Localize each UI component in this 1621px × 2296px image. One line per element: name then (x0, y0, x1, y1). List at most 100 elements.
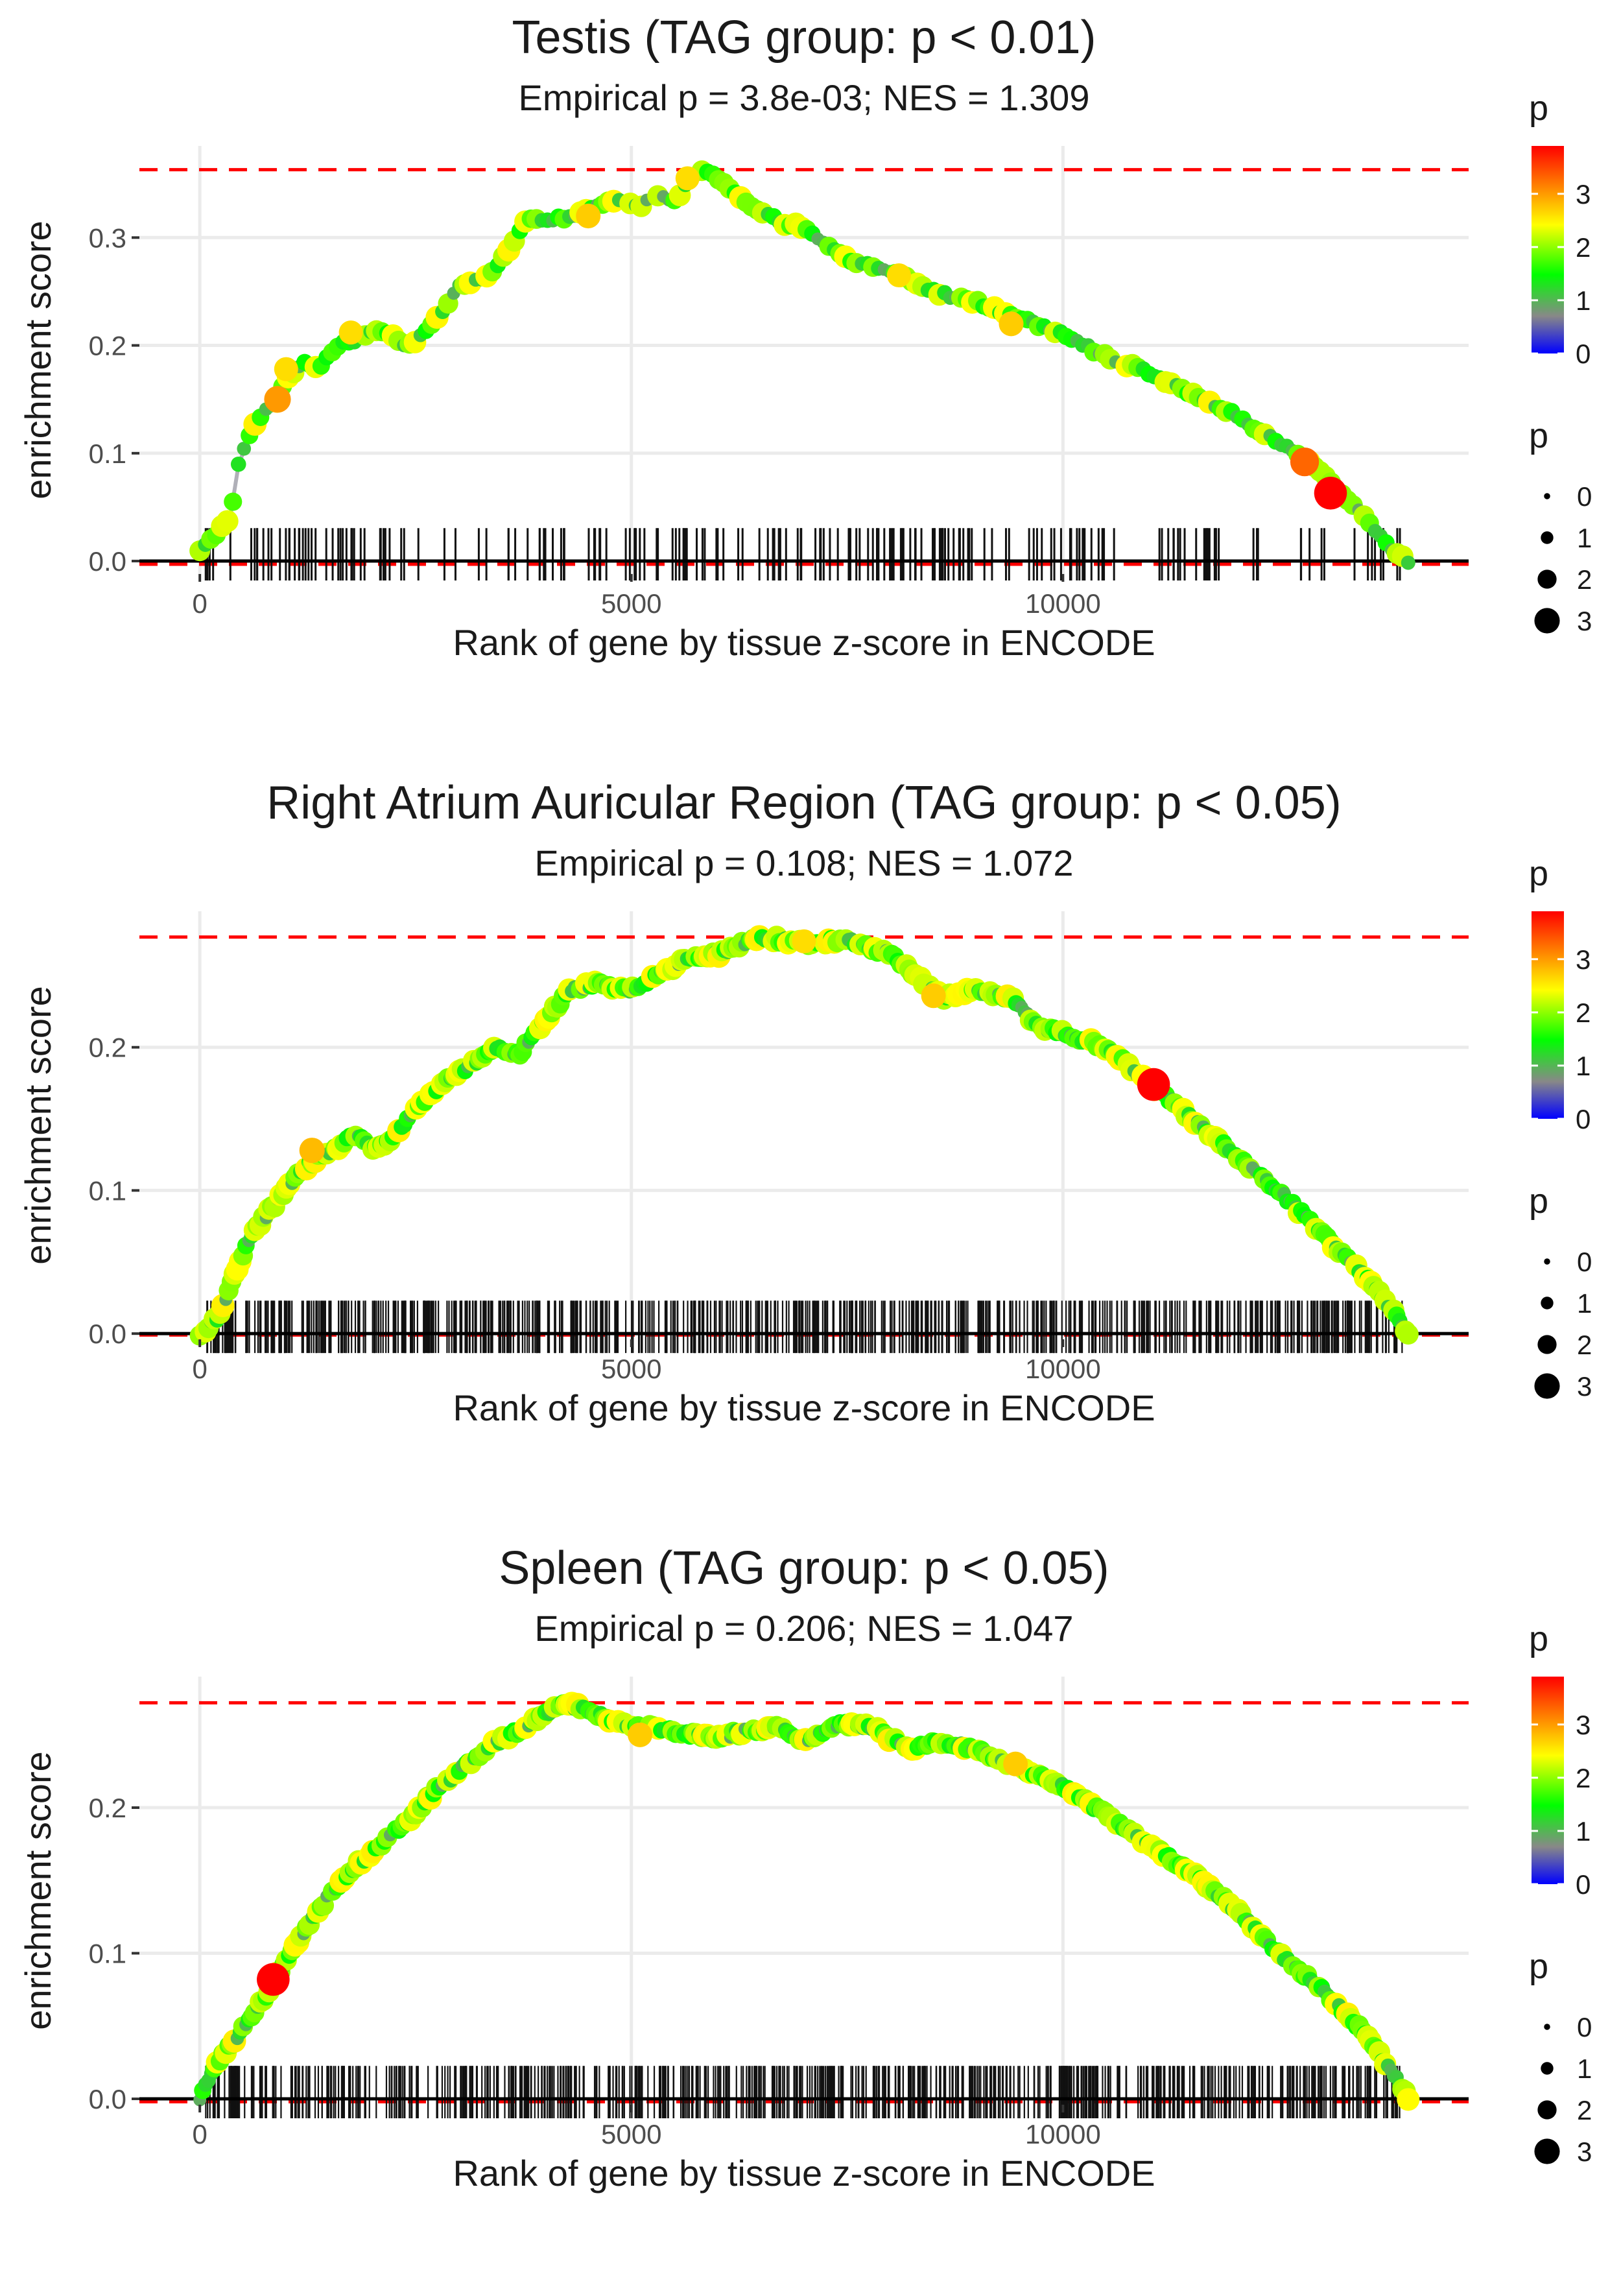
size-legend-dot (1541, 1297, 1554, 1309)
size-legend-dot (1544, 2024, 1550, 2030)
es-point-highlight (675, 166, 700, 191)
chart-subtitle: Empirical p = 0.206; NES = 1.047 (534, 1608, 1073, 1649)
es-points (193, 1692, 1420, 2111)
size-legend-dot (1537, 569, 1557, 589)
chart-title: Right Atrium Auricular Region (TAG group… (266, 777, 1341, 829)
es-points (189, 160, 1415, 570)
x-tick-label: 0 (193, 1354, 207, 1384)
x-tick-label: 10000 (1025, 1354, 1101, 1384)
y-axis-label: enrichment score (18, 1751, 58, 2030)
colorbar-tick-label: 1 (1576, 1051, 1591, 1081)
es-point-highlight (921, 983, 946, 1009)
size-legend-dot (1541, 531, 1554, 544)
size-legend-label: 1 (1577, 523, 1592, 553)
size-legend: p0 1 2 3 (1529, 1947, 1592, 2167)
color-legend-title: p (1529, 1620, 1548, 1658)
es-point-highlight (628, 1722, 653, 1747)
es-point (230, 456, 246, 472)
size-legend-label: 3 (1577, 606, 1592, 636)
colorbar (1532, 1677, 1564, 1884)
size-legend-dot (1534, 2138, 1560, 2164)
color-legend-title: p (1529, 89, 1548, 128)
size-legend-label: 1 (1577, 2053, 1592, 2084)
es-point (1397, 2088, 1420, 2111)
es-point-highlight (576, 204, 601, 229)
colorbar-tick-label: 2 (1576, 1763, 1591, 1793)
colorbar-tick-label: 3 (1576, 944, 1591, 975)
y-tick-label: 0.0 (89, 1319, 126, 1349)
es-point (1397, 1324, 1419, 1345)
colorbar-tick-label: 2 (1576, 232, 1591, 263)
es-point-highlight (257, 1963, 290, 1996)
colorbar-tick-label: 1 (1576, 1816, 1591, 1847)
size-legend-dot (1544, 493, 1550, 499)
es-point (224, 492, 243, 511)
es-point-highlight (338, 320, 363, 345)
size-legend-dot (1541, 2062, 1554, 2075)
colorbar-tick-label: 0 (1576, 339, 1591, 369)
size-legend-label: 2 (1577, 564, 1592, 595)
es-point-highlight (1290, 447, 1319, 477)
x-tick-label: 5000 (601, 588, 661, 619)
colorbar-tick-label: 0 (1576, 1869, 1591, 1900)
chart-panel-2: Right Atrium Auricular Region (TAG group… (18, 777, 1592, 1428)
es-point-highlight (1137, 1068, 1170, 1101)
color-legend: p 0 1 2 3 (1529, 89, 1591, 369)
size-legend-title: p (1529, 1182, 1548, 1221)
size-legend-label: 3 (1577, 1371, 1592, 1402)
size-legend-label: 0 (1577, 481, 1592, 512)
size-legend-title: p (1529, 1947, 1548, 1986)
y-tick-label: 0.0 (89, 2084, 126, 2114)
x-axis-label: Rank of gene by tissue z-score in ENCODE (453, 2153, 1155, 2194)
y-tick-label: 0.2 (89, 1793, 126, 1823)
chart-panel-1: Testis (TAG group: p < 0.01) Empirical p … (18, 12, 1592, 663)
y-tick-label: 0.3 (89, 222, 126, 253)
colorbar-tick-label: 1 (1576, 285, 1591, 316)
es-point (216, 510, 239, 532)
x-tick-label: 0 (193, 588, 207, 619)
size-legend: p0 1 2 3 (1529, 1182, 1592, 1402)
chart-subtitle: Empirical p = 0.108; NES = 1.072 (534, 843, 1073, 883)
chart-title: Spleen (TAG group: p < 0.05) (499, 1542, 1109, 1594)
es-point (1401, 555, 1415, 570)
size-legend-label: 0 (1577, 2012, 1592, 2042)
size-legend-dot (1534, 608, 1560, 634)
x-tick-label: 5000 (601, 1354, 661, 1384)
size-legend-label: 1 (1577, 1288, 1592, 1319)
size-legend-dot (1544, 1258, 1550, 1265)
y-tick-label: 0.1 (89, 1175, 126, 1206)
size-legend-label: 2 (1577, 2095, 1592, 2125)
rug-ticks (204, 528, 1401, 581)
size-legend-label: 3 (1577, 2136, 1592, 2167)
y-tick-label: 0.1 (89, 1939, 126, 1969)
size-legend-title: p (1529, 416, 1548, 455)
x-tick-label: 5000 (601, 2119, 661, 2149)
y-tick-label: 0.2 (89, 331, 126, 361)
x-tick-label: 0 (193, 2119, 207, 2149)
x-axis-label: Rank of gene by tissue z-score in ENCODE (453, 1387, 1155, 1428)
colorbar (1532, 911, 1564, 1119)
color-legend: p 0 1 2 3 (1529, 854, 1591, 1134)
y-axis-label: enrichment score (18, 221, 58, 499)
es-point-highlight (1003, 1751, 1028, 1776)
es-point-highlight (886, 263, 911, 288)
color-legend-title: p (1529, 854, 1548, 893)
gridlines (139, 911, 1469, 1339)
size-legend-label: 0 (1577, 1247, 1592, 1277)
colorbar-tick-label: 3 (1576, 179, 1591, 209)
chart-title: Testis (TAG group: p < 0.01) (512, 12, 1096, 64)
es-point-highlight (264, 386, 291, 413)
es-point-highlight (999, 311, 1024, 337)
rug-ticks (205, 2066, 1401, 2119)
es-point-highlight (792, 929, 816, 953)
color-legend: p 0 1 2 3 (1529, 1620, 1591, 1900)
es-points (189, 925, 1419, 1346)
es-point-highlight (274, 357, 298, 381)
rug-ticks (206, 1300, 1403, 1354)
colorbar-tick-label: 3 (1576, 1710, 1591, 1740)
colorbar (1532, 146, 1564, 353)
size-legend: p0 1 2 3 (1529, 416, 1592, 636)
chart-subtitle: Empirical p = 3.8e-03; NES = 1.309 (519, 77, 1090, 118)
y-tick-label: 0.2 (89, 1033, 126, 1063)
